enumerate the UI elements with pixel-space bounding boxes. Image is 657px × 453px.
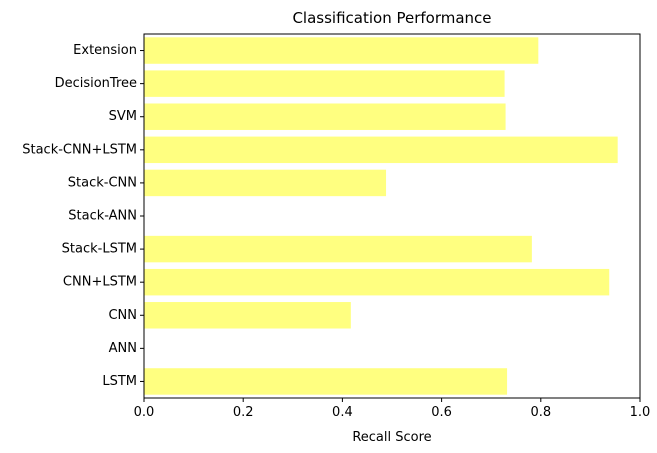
y-tick-label: Stack-CNN+LSTM xyxy=(22,142,137,157)
y-tick-label: Stack-ANN xyxy=(68,209,137,224)
chart-title: Classification Performance xyxy=(292,9,491,27)
y-tick-label: LSTM xyxy=(102,374,137,389)
bar-stack-cnn xyxy=(144,169,387,197)
y-tick-label: Stack-LSTM xyxy=(62,242,137,257)
x-tick-label: 1.0 xyxy=(630,405,651,420)
bars-layer xyxy=(144,37,618,395)
x-tick-label: 0.0 xyxy=(134,405,155,420)
y-tick-label: Extension xyxy=(73,43,137,58)
bar-extension xyxy=(144,37,539,64)
bar-stack-lstm xyxy=(144,235,532,263)
y-tick-label: Stack-CNN xyxy=(68,175,137,190)
y-tick-label: SVM xyxy=(109,109,137,124)
x-tick-label: 0.8 xyxy=(530,405,551,420)
x-tick-label: 0.2 xyxy=(233,405,254,420)
x-tick-label: 0.6 xyxy=(431,405,452,420)
y-tick-label: DecisionTree xyxy=(55,76,137,91)
y-tick-label: ANN xyxy=(109,341,137,356)
x-axis-ticks: 0.0 0.2 0.4 0.6 0.8 1.0 xyxy=(134,398,651,420)
y-tick-label: CNN+LSTM xyxy=(63,275,137,290)
bar-cnn xyxy=(144,302,351,329)
y-axis-ticks: LSTM ANN CNN CNN+LSTM Stack-LSTM Stack-ANN Sta… xyxy=(22,43,144,389)
x-axis-title: Recall Score xyxy=(352,430,431,445)
x-tick-label: 0.4 xyxy=(332,405,353,420)
bar-lstm xyxy=(144,368,508,395)
bar-cnn-lstm xyxy=(144,268,610,296)
bar-stack-cnn-lstm xyxy=(144,136,618,164)
bar-svm xyxy=(144,103,506,130)
y-tick-label: CNN xyxy=(108,308,137,323)
bar-decisiontree xyxy=(144,70,505,97)
